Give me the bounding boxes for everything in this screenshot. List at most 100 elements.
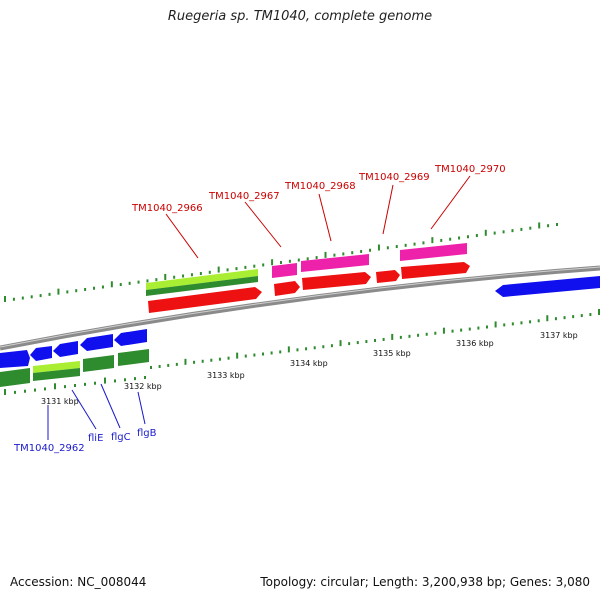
minor-tick xyxy=(226,268,229,272)
minor-tick xyxy=(128,281,131,285)
genome-backbone-highlight xyxy=(0,266,600,348)
major-tick xyxy=(271,259,274,266)
minor-tick xyxy=(75,289,78,293)
minor-tick xyxy=(146,279,149,283)
minor-tick xyxy=(306,257,309,261)
minor-tick xyxy=(288,259,291,263)
minor-tick xyxy=(262,263,265,267)
minor-tick xyxy=(440,238,443,242)
minor-tick xyxy=(144,376,146,379)
minor-tick xyxy=(39,294,42,298)
cds-flgB[interactable] xyxy=(80,334,113,351)
major-tick xyxy=(110,281,113,288)
minor-tick xyxy=(330,344,333,348)
minor-tick xyxy=(94,381,96,385)
minor-tick xyxy=(190,273,193,277)
tick-label: 3133 kbp xyxy=(207,371,245,380)
minor-tick xyxy=(124,378,126,382)
rna-2968[interactable] xyxy=(301,254,369,272)
cds-2967[interactable] xyxy=(274,281,300,296)
tick-label: 3136 kbp xyxy=(456,339,494,348)
cds-2968[interactable] xyxy=(302,272,371,290)
major-tick xyxy=(54,383,56,390)
cds-2966[interactable] xyxy=(148,287,262,313)
minor-tick xyxy=(563,316,566,320)
major-tick xyxy=(442,327,445,334)
cds-right-reverse[interactable] xyxy=(495,276,600,297)
minor-tick xyxy=(572,315,575,319)
minor-tick xyxy=(458,236,461,240)
minor-tick xyxy=(253,353,256,357)
genome-summary-text: Topology: circular; Length: 3,200,938 bp… xyxy=(260,575,590,589)
cds-fliE[interactable] xyxy=(30,346,52,361)
major-ticks xyxy=(4,222,600,395)
feature-green-bottom-3[interactable] xyxy=(83,355,114,372)
minor-tick xyxy=(589,313,592,317)
minor-tick xyxy=(425,332,428,336)
minor-tick xyxy=(305,347,308,351)
minor-tick xyxy=(244,354,247,358)
minor-tick xyxy=(475,234,478,238)
gene-label[interactable]: TM1040_2962 xyxy=(13,443,85,454)
major-tick xyxy=(546,315,549,322)
minor-tick xyxy=(449,237,452,241)
minor-tick xyxy=(315,256,318,260)
major-tick xyxy=(217,266,220,273)
minor-tick xyxy=(520,227,523,231)
gene-label[interactable]: TM1040_2970 xyxy=(434,164,506,175)
minor-tick xyxy=(137,280,140,284)
minor-tick xyxy=(12,297,15,301)
minor-tick xyxy=(356,341,359,345)
major-tick xyxy=(339,340,342,347)
cds-2963[interactable] xyxy=(114,329,147,346)
feature-green-bottom-1[interactable] xyxy=(0,368,30,387)
minor-tick xyxy=(296,348,299,352)
major-tick xyxy=(236,352,239,359)
gene-label[interactable]: fliE xyxy=(88,433,103,444)
gene-label[interactable]: flgB xyxy=(137,428,157,439)
minor-tick xyxy=(34,388,36,392)
minor-tick xyxy=(84,287,87,291)
feature-green-bottom-4[interactable] xyxy=(118,349,149,366)
major-tick xyxy=(4,296,6,302)
minor-tick xyxy=(30,295,33,299)
minor-tick xyxy=(175,362,178,366)
feature-lime-bottom[interactable] xyxy=(33,361,80,373)
bottom-strand-features xyxy=(0,276,600,387)
feature-green-2966[interactable] xyxy=(146,276,258,296)
minor-tick xyxy=(155,278,158,282)
major-tick xyxy=(391,333,394,340)
minor-tick xyxy=(270,351,273,355)
minor-tick xyxy=(408,334,411,338)
minor-tick xyxy=(460,328,463,332)
rna-2967[interactable] xyxy=(272,263,297,278)
gene-label[interactable]: TM1040_2969 xyxy=(358,172,430,183)
feature-lime-2966[interactable] xyxy=(146,269,258,290)
feature-green-bottom-2[interactable] xyxy=(33,368,80,381)
gene-label[interactable]: flgC xyxy=(111,432,131,443)
bottom-leaders xyxy=(47,383,146,440)
major-tick xyxy=(484,229,487,236)
accession-text: Accession: NC_008044 xyxy=(10,575,147,589)
cds-2969[interactable] xyxy=(376,270,400,283)
cds-2970[interactable] xyxy=(401,262,470,279)
tick-labels: 3131 kbp 3132 kbp 3133 kbp 3134 kbp 3135… xyxy=(41,331,578,406)
minor-tick xyxy=(486,325,488,329)
minor-tick xyxy=(21,296,24,300)
top-leaders xyxy=(165,175,471,259)
cds-2962[interactable] xyxy=(0,350,30,368)
gene-label[interactable]: TM1040_2966 xyxy=(131,203,203,214)
minor-tick xyxy=(547,224,550,228)
gene-label[interactable]: TM1040_2967 xyxy=(208,191,280,202)
tick-label: 3132 kbp xyxy=(124,382,162,391)
gene-label[interactable]: TM1040_2968 xyxy=(284,181,356,192)
rna-2970[interactable] xyxy=(400,243,467,261)
minor-tick xyxy=(201,359,204,363)
minor-tick xyxy=(348,342,351,346)
minor-tick xyxy=(529,226,532,230)
minor-tick xyxy=(537,319,540,323)
minor-tick xyxy=(554,317,557,321)
cds-flgC[interactable] xyxy=(53,341,78,357)
minor-tick xyxy=(64,385,66,389)
minor-tick xyxy=(493,231,496,235)
